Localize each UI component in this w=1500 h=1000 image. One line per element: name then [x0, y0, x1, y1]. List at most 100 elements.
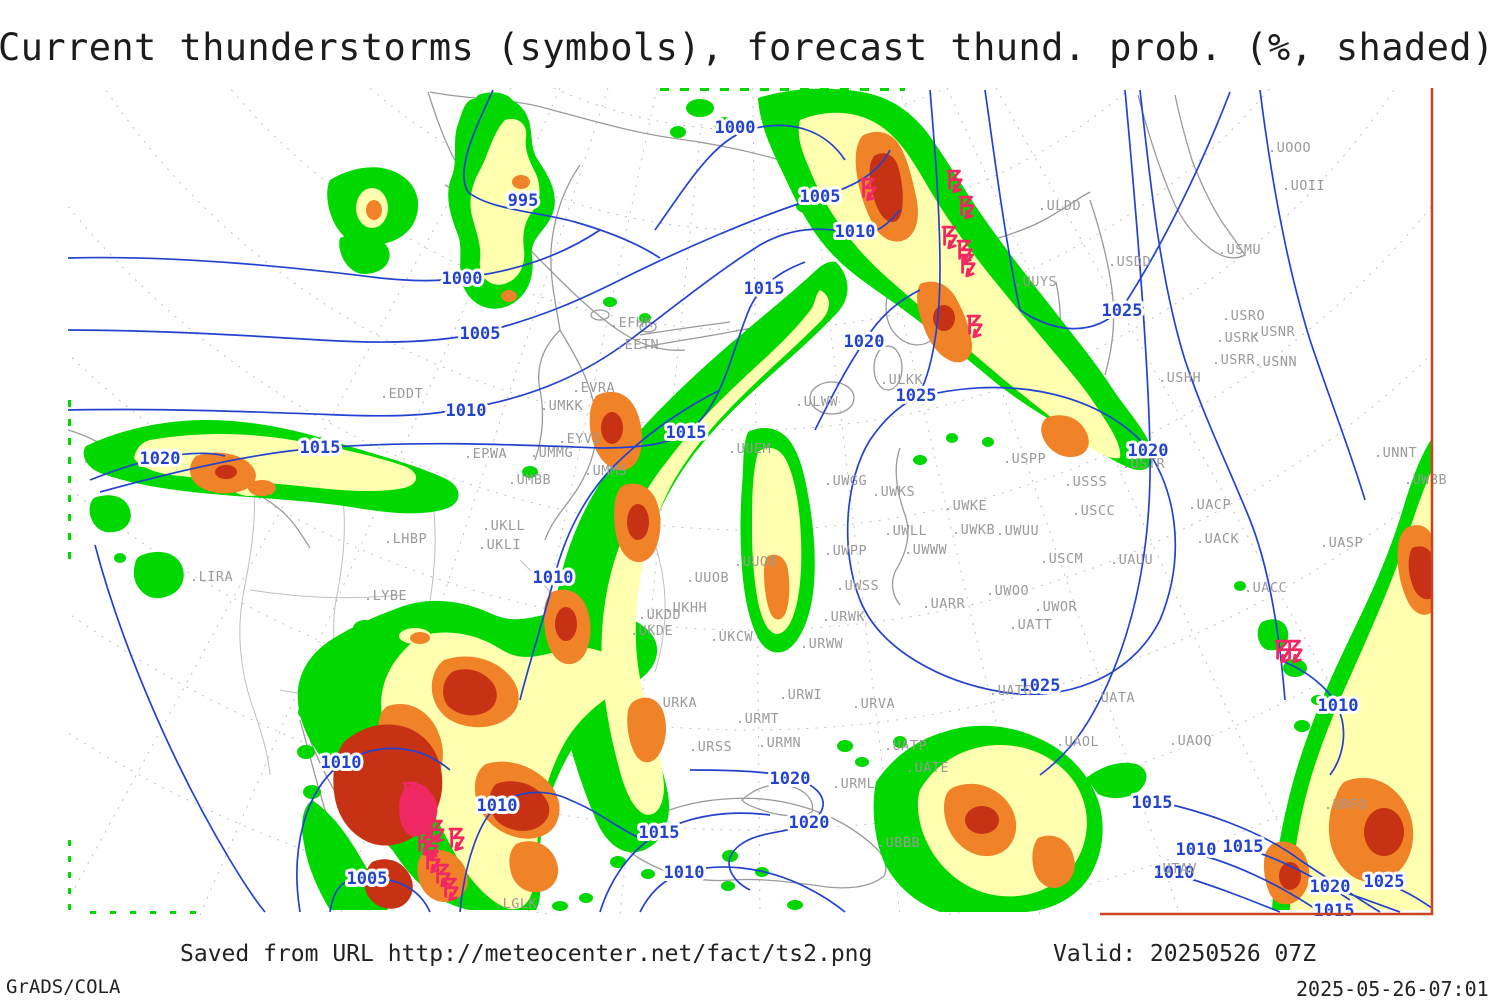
- station-label: .LIRA: [190, 569, 233, 585]
- station-label: .UBBB: [877, 835, 920, 851]
- station-label: .URWK: [822, 609, 866, 625]
- isobar-label: 1000: [442, 269, 483, 289]
- station-label: .USRK: [1216, 330, 1260, 346]
- isobar-label: 1015: [1314, 901, 1355, 921]
- station-label: .UKLL: [482, 518, 525, 534]
- station-label: .UKHH: [664, 600, 707, 616]
- station-label: .UMKK: [540, 398, 584, 414]
- station-label: .UATG: [989, 683, 1032, 699]
- station-label: .UWSS: [836, 578, 879, 594]
- prob-shading-severe: [215, 153, 1432, 909]
- station-label: .UATA: [1092, 690, 1135, 706]
- isobar-label: 1015: [666, 423, 707, 443]
- station-label: .LHBP: [384, 531, 427, 547]
- station-label: .ULKK: [880, 372, 924, 388]
- station-label: .UMMG: [530, 445, 573, 461]
- station-label: .UATT: [1009, 617, 1052, 633]
- isobar-label: 1015: [1223, 837, 1264, 857]
- prob-shading-mid: [134, 112, 1432, 910]
- station-label: .UUOB: [686, 570, 729, 586]
- station-label: .UACP: [1188, 497, 1231, 513]
- isobar-label: 1015: [1132, 793, 1173, 813]
- isobar-label: 1010: [1176, 840, 1217, 860]
- station-label: .EETN: [616, 337, 659, 353]
- station-label: .UMMS: [584, 463, 627, 479]
- station-label: .UATP: [884, 738, 927, 754]
- isobar-label: 1010: [1154, 863, 1195, 883]
- station-label: .UAOL: [1056, 734, 1099, 750]
- station-label: .UWKS: [872, 484, 915, 500]
- isobar-label: 1015: [300, 438, 341, 458]
- station-label: .LGLK: [494, 896, 538, 912]
- station-label: .URWI: [779, 687, 822, 703]
- isobar-label: 1020: [844, 332, 885, 352]
- station-label: .USSS: [1064, 474, 1107, 490]
- station-label: .UWLL: [884, 523, 927, 539]
- station-label: .USRO: [1222, 308, 1265, 324]
- station-label: .URVA: [852, 696, 895, 712]
- map-edge-shading-dashes: [68, 88, 905, 914]
- isobar-label: 1020: [789, 813, 830, 833]
- station-label: .UKLI: [478, 537, 521, 553]
- station-label: .UWOR: [1034, 599, 1078, 615]
- station-label: .USPP: [1003, 451, 1046, 467]
- station-label: .UARR: [922, 596, 966, 612]
- timestamp: 2025-05-26-07:01: [1296, 977, 1489, 1000]
- isobar-label: 1010: [446, 401, 487, 421]
- station-label: .UKDD: [638, 607, 681, 623]
- isobar-label: 1020: [1310, 877, 1351, 897]
- station-label: .UKCW: [710, 629, 754, 645]
- station-label: .UKDE: [630, 623, 673, 639]
- station-label: .URMT: [736, 711, 779, 727]
- map-frame: [1100, 88, 1434, 916]
- station-label: .UWGG: [824, 473, 867, 489]
- thunderstorm-symbol: [1286, 639, 1303, 664]
- station-label: .ULDD: [1038, 198, 1081, 214]
- station-label: .USDD: [1108, 254, 1151, 270]
- isobar-label: 1020: [1128, 441, 1169, 461]
- station-label: .EFHK: [610, 315, 654, 331]
- station-label: .URSS: [689, 739, 732, 755]
- station-label: .EDDT: [380, 386, 423, 402]
- station-label: .USNN: [1254, 354, 1297, 370]
- station-label: .UATE: [906, 760, 949, 776]
- station-label: .USHH: [1158, 370, 1201, 386]
- station-label: .UWBB: [1404, 472, 1447, 488]
- station-label: .UACC: [1244, 580, 1287, 596]
- isobar-label: 1015: [639, 823, 680, 843]
- station-label: .UWPP: [824, 543, 867, 559]
- station-label: .UMBB: [508, 472, 551, 488]
- station-label: .URFO: [1324, 797, 1367, 813]
- saved-from-url: Saved from URL http://meteocenter.net/fa…: [180, 941, 873, 967]
- station-label: .EPWA: [464, 446, 507, 462]
- isobar-label: 995: [508, 191, 539, 211]
- station-label: .UWUU: [996, 523, 1039, 539]
- station-label: .UASP: [1320, 535, 1363, 551]
- station-label: .UNNT: [1374, 445, 1417, 461]
- station-label: .USCM: [1040, 551, 1083, 567]
- station-label: .LYBE: [364, 588, 407, 604]
- station-label: .UACK: [1196, 531, 1240, 547]
- station-label: .URWW: [800, 636, 844, 652]
- station-label: .UUOO: [734, 554, 777, 570]
- isobar-label: 1020: [770, 769, 811, 789]
- station-label: .URMN: [758, 735, 801, 751]
- station-label: .UTAV: [1154, 861, 1197, 877]
- isobar-label: 1010: [835, 222, 876, 242]
- isobar-label: 1015: [744, 279, 785, 299]
- station-label: .USRR: [1212, 352, 1256, 368]
- prob-shading-high: [190, 131, 1432, 905]
- station-label: .UWKE: [944, 498, 987, 514]
- valid-time: Valid: 20250526 07Z: [1053, 941, 1317, 967]
- isobar-label: 1025: [1102, 301, 1143, 321]
- station-label: .USMU: [1218, 242, 1261, 258]
- station-label: .UWKB: [952, 522, 995, 538]
- station-label: .UOOO: [1268, 140, 1311, 156]
- station-label: .EYVI: [558, 431, 601, 447]
- isobar-label: 1010: [664, 863, 705, 883]
- station-label: .UOII: [1282, 178, 1325, 194]
- isobar-label: 1020: [140, 449, 181, 469]
- station-label: .UAUU: [1110, 552, 1153, 568]
- grads-credit: GrADS/COLA: [6, 976, 121, 998]
